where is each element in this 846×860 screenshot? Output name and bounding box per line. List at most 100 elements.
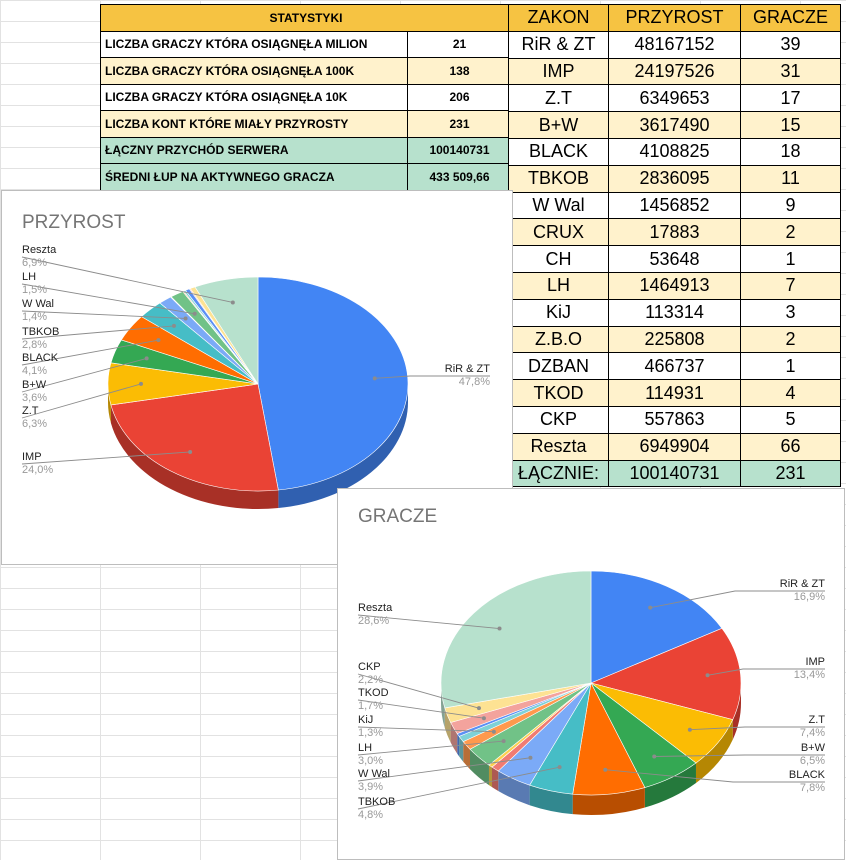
- clan-gracze-cell[interactable]: 66: [740, 432, 841, 461]
- leader-dot: [171, 323, 176, 328]
- pie-slice-reszta[interactable]: [440, 570, 592, 709]
- slice-label-pct: 1,4%: [22, 311, 47, 323]
- clan-przyrost-cell[interactable]: 3617490: [608, 111, 741, 139]
- clan-gracze-cell[interactable]: 1: [740, 245, 841, 273]
- clan-name-cell[interactable]: CRUX: [508, 218, 609, 247]
- header-gracze[interactable]: GRACZE: [740, 4, 841, 32]
- stats-label-cell[interactable]: LICZBA GRACZY KTÓRA OSIĄGNĘŁA 10K: [100, 83, 408, 111]
- clan-przyrost-cell[interactable]: 4108825: [608, 137, 741, 166]
- clan-gracze-cell[interactable]: 1: [740, 352, 841, 381]
- clan-name-cell[interactable]: B+W: [508, 111, 609, 139]
- clan-name-cell[interactable]: CH: [508, 245, 609, 273]
- clan-przyrost-cell[interactable]: 1456852: [608, 191, 741, 220]
- clan-gracze-cell[interactable]: 3: [740, 298, 841, 327]
- total-przyrost-cell[interactable]: 100140731: [608, 459, 741, 488]
- clan-przyrost-cell[interactable]: 6949904: [608, 432, 741, 461]
- gracze-chart-card[interactable]: GRACZE RiR & ZT 16,9% IMP 13,4% Z.T 7,4% B+W 6,5…: [337, 488, 845, 860]
- clan-name-cell[interactable]: KiJ: [508, 298, 609, 327]
- clan-name-cell[interactable]: BLACK: [508, 137, 609, 166]
- clan-przyrost-cell[interactable]: 1464913: [608, 271, 741, 300]
- clan-gracze-cell[interactable]: 39: [740, 30, 841, 59]
- leader-line: [654, 754, 825, 757]
- pie-slice-imp[interactable]: [110, 383, 279, 492]
- clan-przyrost-cell[interactable]: 114931: [608, 379, 741, 407]
- pie-slice-imp[interactable]: [590, 627, 742, 720]
- stats-value-cell[interactable]: 138: [407, 57, 512, 85]
- clan-przyrost-cell[interactable]: 113314: [608, 298, 741, 327]
- leader-dot: [230, 300, 235, 305]
- clan-row: IMP 24197526 31: [508, 57, 841, 86]
- clan-name-cell[interactable]: Reszta: [508, 432, 609, 461]
- pie-slice-reszta[interactable]: [194, 276, 259, 386]
- stats-value-cell[interactable]: 21: [407, 30, 512, 58]
- slice-label-pct: 13,4%: [794, 669, 825, 681]
- clan-gracze-cell[interactable]: 11: [740, 164, 841, 193]
- clan-przyrost-cell[interactable]: 24197526: [608, 57, 741, 86]
- clan-name-cell[interactable]: TBKOB: [508, 164, 609, 193]
- stats-value-cell[interactable]: 206: [407, 83, 512, 111]
- pie-slice-rir-zt[interactable]: [590, 570, 723, 684]
- leader-line: [21, 283, 195, 315]
- clan-row: Z.B.O 225808 2: [508, 325, 841, 354]
- clan-name-cell[interactable]: W Wal: [508, 191, 609, 220]
- clan-name-cell[interactable]: TKOD: [508, 379, 609, 407]
- clan-name-cell[interactable]: CKP: [508, 405, 609, 434]
- total-label-cell[interactable]: ŁĄCZNIE:: [508, 459, 609, 488]
- slice-label-name: Z.T: [22, 405, 39, 417]
- clan-przyrost-cell[interactable]: 53648: [608, 245, 741, 273]
- clan-name-cell[interactable]: LH: [508, 271, 609, 300]
- slice-label-pct: 4,1%: [22, 365, 47, 377]
- clan-gracze-cell[interactable]: 2: [740, 218, 841, 247]
- clan-przyrost-cell[interactable]: 6349653: [608, 84, 741, 113]
- clan-przyrost-cell[interactable]: 557863: [608, 405, 741, 434]
- clan-gracze-cell[interactable]: 17: [740, 84, 841, 113]
- stats-label-cell[interactable]: ŚREDNI ŁUP NA AKTYWNEGO GRACZA: [100, 163, 408, 191]
- clan-przyrost-cell[interactable]: 17883: [608, 218, 741, 247]
- stats-label-cell[interactable]: ŁĄCZNY PRZYCHÓD SERWERA: [100, 136, 408, 164]
- leader-line: [21, 325, 175, 340]
- clan-name-cell[interactable]: DZBAN: [508, 352, 609, 381]
- header-zakon[interactable]: ZAKON: [508, 4, 609, 32]
- clan-gracze-cell[interactable]: 9: [740, 191, 841, 220]
- leader-dot: [648, 605, 653, 610]
- clan-name-cell[interactable]: RiR & ZT: [508, 30, 609, 59]
- clan-row: TKOD 114931 4: [508, 379, 841, 407]
- clan-gracze-cell[interactable]: 4: [740, 379, 841, 407]
- pie-side-z-t: [108, 384, 111, 423]
- stats-row: LICZBA KONT KTÓRE MIAŁY PRZYROSTY 231: [100, 110, 512, 138]
- clan-gracze-cell[interactable]: 2: [740, 325, 841, 354]
- leader-dot: [156, 338, 161, 343]
- leader-line: [357, 699, 484, 719]
- slice-label-pct: 3,0%: [358, 755, 383, 767]
- stats-table: STATYSTYKI LICZBA GRACZY KTÓRA OSIĄGNĘŁA…: [100, 4, 512, 191]
- stats-label-cell[interactable]: LICZBA KONT KTÓRE MIAŁY PRZYROSTY: [100, 110, 408, 138]
- pie-slice-rir-zt[interactable]: [257, 276, 409, 491]
- pie-side-kij: [463, 741, 471, 770]
- clan-name-cell[interactable]: Z.B.O: [508, 325, 609, 354]
- clan-przyrost-cell[interactable]: 225808: [608, 325, 741, 354]
- clan-gracze-cell[interactable]: 18: [740, 137, 841, 166]
- clan-gracze-cell[interactable]: 5: [740, 405, 841, 434]
- pie-side-crux: [492, 767, 499, 792]
- total-gracze-cell[interactable]: 231: [740, 459, 841, 488]
- slice-label-pct: 1,7%: [358, 700, 383, 712]
- clan-name-cell[interactable]: Z.T: [508, 84, 609, 113]
- slice-label-name: BLACK: [789, 769, 826, 781]
- przyrost-chart-card[interactable]: PRZYROST RiR & ZT 47,8% IMP 24,0% Z.T 6,3% B+W 3…: [1, 190, 513, 565]
- clan-przyrost-cell[interactable]: 2836095: [608, 164, 741, 193]
- stats-header-cell[interactable]: STATYSTYKI: [100, 4, 512, 32]
- clan-row: W Wal 1456852 9: [508, 191, 841, 220]
- clan-gracze-cell[interactable]: 15: [740, 111, 841, 139]
- stats-value-cell[interactable]: 231: [407, 110, 512, 138]
- clan-name-cell[interactable]: IMP: [508, 57, 609, 86]
- clan-gracze-cell[interactable]: 31: [740, 57, 841, 86]
- stats-label-cell[interactable]: LICZBA GRACZY KTÓRA OSIĄGNĘŁA MILION: [100, 30, 408, 58]
- stats-value-cell[interactable]: 433 509,66: [407, 163, 512, 191]
- stats-value-cell[interactable]: 100140731: [407, 136, 512, 164]
- clan-przyrost-cell[interactable]: 48167152: [608, 30, 741, 59]
- clan-przyrost-cell[interactable]: 466737: [608, 352, 741, 381]
- stats-label-cell[interactable]: LICZBA GRACZY KTÓRA OSIĄGNĘŁA 100K: [100, 57, 408, 85]
- header-przyrost[interactable]: PRZYROST: [608, 4, 741, 32]
- clan-gracze-cell[interactable]: 7: [740, 271, 841, 300]
